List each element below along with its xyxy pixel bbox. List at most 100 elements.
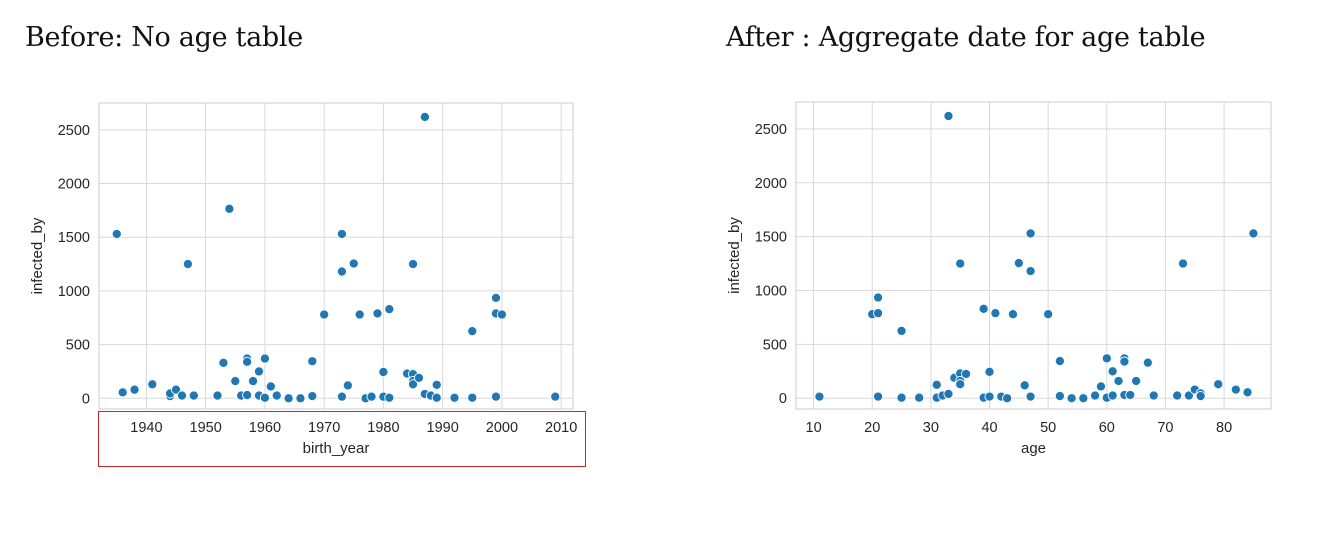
data-point — [307, 356, 318, 367]
y-tick-label: 2500 — [58, 123, 90, 139]
data-point — [366, 391, 377, 402]
data-point — [961, 368, 972, 380]
data-point — [431, 379, 442, 390]
data-point — [978, 303, 989, 314]
data-point — [1183, 390, 1194, 401]
plot-frame — [795, 101, 1272, 410]
data-point — [1213, 379, 1224, 390]
data-point — [490, 391, 502, 402]
data-point — [212, 390, 223, 401]
data-point — [1019, 380, 1030, 391]
data-point — [176, 390, 187, 401]
data-point — [496, 309, 507, 320]
data-point — [407, 379, 419, 390]
data-point — [259, 392, 270, 403]
data-point — [1090, 390, 1101, 401]
data-point — [467, 392, 478, 403]
data-point — [307, 391, 318, 402]
data-point — [170, 384, 182, 395]
data-point — [1107, 390, 1118, 401]
data-point — [182, 259, 193, 270]
data-point — [955, 258, 966, 269]
y-tick-label: 0 — [82, 391, 90, 407]
data-point — [253, 366, 265, 377]
data-point — [1177, 258, 1189, 269]
birth-year-scatter-chart: 1940 1950 1960 1970 1980 1990 2000 2010 0 500 1000… — [29, 102, 577, 457]
data-point — [1148, 390, 1159, 401]
data-point — [242, 356, 253, 367]
data-point — [419, 111, 430, 123]
y-tick-label: 1000 — [755, 284, 787, 300]
x-tick-label: 50 — [1040, 420, 1056, 436]
y-tick-label: 1000 — [58, 284, 90, 300]
data-point — [1095, 381, 1106, 392]
data-point — [814, 391, 825, 402]
y-tick-label: 2000 — [755, 176, 787, 192]
data-point — [1125, 389, 1136, 401]
data-point — [550, 391, 561, 402]
data-point — [384, 392, 395, 403]
plot-frame — [98, 102, 574, 410]
data-point — [931, 379, 942, 390]
y-tick-label: 2500 — [755, 122, 787, 138]
data-point — [873, 391, 884, 402]
data-point — [896, 392, 907, 403]
data-point — [271, 390, 282, 401]
data-point — [1002, 393, 1013, 404]
data-point — [1043, 309, 1054, 320]
data-point — [943, 388, 954, 399]
data-point — [247, 376, 259, 387]
data-point — [384, 304, 395, 315]
data-point — [1078, 393, 1089, 404]
data-point — [1054, 391, 1065, 402]
data-point — [224, 203, 235, 214]
data-point — [319, 309, 330, 320]
x-tick-label: 30 — [923, 420, 939, 436]
data-point — [1230, 384, 1241, 395]
data-point — [984, 391, 995, 402]
data-point — [265, 381, 276, 392]
y-tick-label: 500 — [66, 338, 90, 354]
y-tick-label: 0 — [779, 391, 787, 407]
x-tick-label: 2010 — [545, 420, 577, 436]
data-point — [1131, 375, 1142, 387]
data-point — [336, 391, 347, 402]
data-point — [1195, 391, 1206, 402]
x-tick-label: 60 — [1099, 420, 1115, 436]
data-point — [336, 266, 347, 277]
data-point — [283, 393, 294, 404]
data-point — [1025, 391, 1036, 402]
data-point — [1172, 390, 1183, 401]
y-tick-label: 500 — [763, 337, 787, 353]
y-axis-label: infected_by — [726, 217, 743, 294]
data-point — [984, 366, 995, 377]
data-point — [218, 357, 229, 368]
data-point — [413, 372, 425, 383]
data-point — [354, 309, 365, 320]
data-point — [1007, 309, 1019, 320]
data-point — [378, 366, 389, 378]
data-point — [1107, 366, 1118, 377]
x-tick-label: 1970 — [308, 420, 340, 436]
data-point — [943, 110, 954, 122]
data-point — [467, 326, 478, 337]
left-chart-heading: Before: No age table — [25, 22, 303, 53]
data-point — [1013, 257, 1024, 269]
x-tick-label: 1950 — [190, 420, 222, 436]
data-point — [295, 393, 306, 404]
data-point — [1101, 353, 1112, 364]
y-tick-label: 1500 — [755, 230, 787, 246]
data-point — [1242, 387, 1253, 398]
data-point — [242, 389, 253, 401]
x-axis-highlight-box — [98, 411, 586, 467]
data-point — [1025, 266, 1036, 277]
data-point — [955, 379, 966, 390]
data-point — [111, 228, 122, 240]
data-point — [230, 376, 241, 387]
data-point — [188, 390, 199, 401]
data-point — [990, 308, 1001, 319]
data-point — [147, 379, 158, 390]
data-point — [431, 392, 442, 403]
x-tick-label: 2000 — [486, 420, 518, 436]
